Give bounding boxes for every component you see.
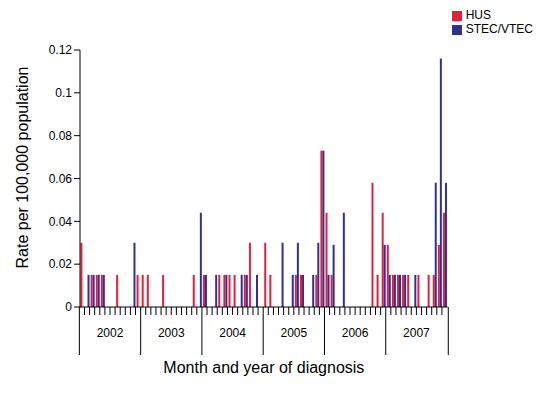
svg-text:2003: 2003 — [158, 326, 185, 340]
html-text:HUS: HUS — [465, 8, 491, 22]
svg-text:0.12: 0.12 — [49, 43, 73, 57]
svg-text:2006: 2006 — [342, 326, 369, 340]
svg-text:0.06: 0.06 — [49, 172, 73, 186]
svg-text:2007: 2007 — [403, 326, 430, 340]
svg-text:2004: 2004 — [219, 326, 246, 340]
svg-text:Rate per 100,000 population: Rate per 100,000 population — [14, 67, 31, 269]
svg-text:2005: 2005 — [280, 326, 307, 340]
svg-text:0: 0 — [65, 300, 72, 314]
svg-text:0.02: 0.02 — [49, 257, 73, 271]
html-text:STEC/VTEC: STEC/VTEC — [465, 22, 533, 36]
svg-text:0.08: 0.08 — [49, 129, 73, 143]
svg-text:0.04: 0.04 — [49, 215, 73, 229]
svg-text:Month and year of diagnosis: Month and year of diagnosis — [163, 359, 364, 376]
svg-text:2002: 2002 — [97, 326, 124, 340]
svg-text:0.1: 0.1 — [55, 86, 72, 100]
